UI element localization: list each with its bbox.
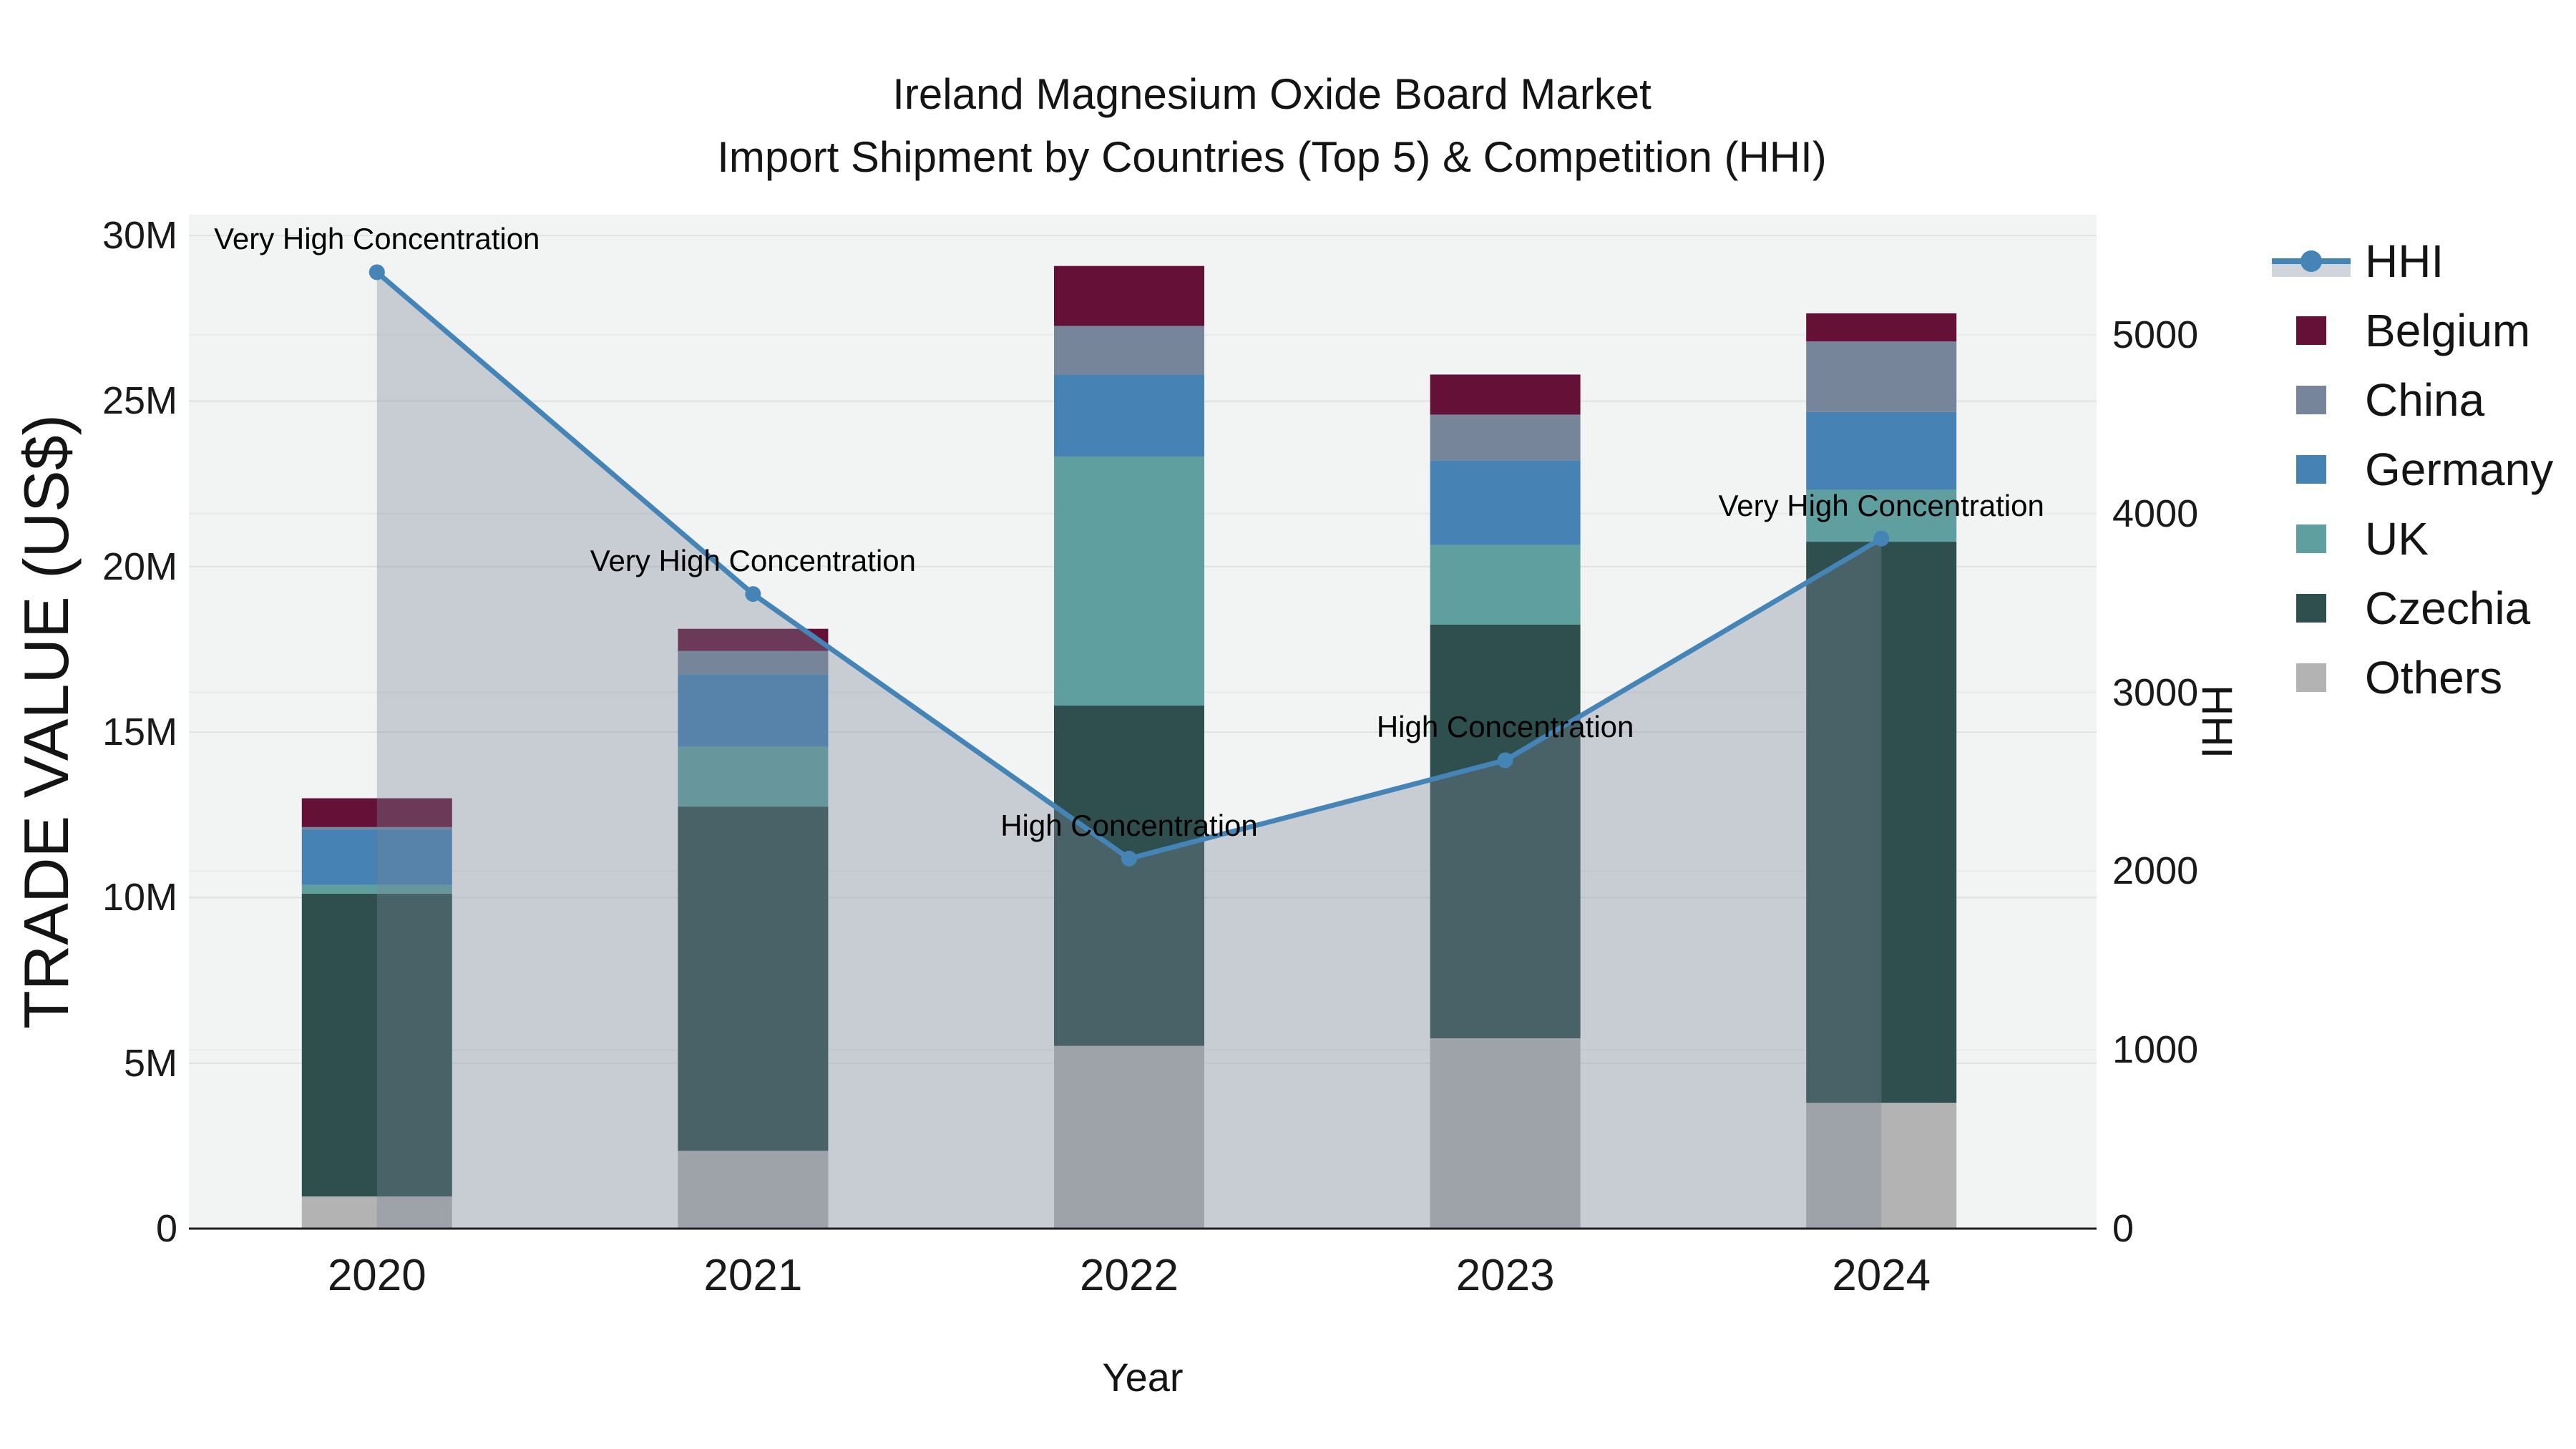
bar-segment-uk-2023 (1430, 545, 1581, 625)
bar-segment-china-2023 (1430, 414, 1581, 461)
legend-swatch-germany (2296, 454, 2326, 484)
bar-segment-germany-2022 (1054, 374, 1204, 457)
bar-segment-belgium-2022 (1054, 265, 1204, 326)
bar-segment-czechia-2022 (1054, 706, 1204, 1046)
y-right-tick-3000: 3000 (2112, 670, 2199, 714)
hhi-marker-2020 (369, 264, 385, 280)
bar-segment-others-2024 (1806, 1103, 1957, 1229)
annotation-2023: High Concentration (1376, 710, 1634, 744)
y-right-tick-0: 0 (2112, 1207, 2135, 1250)
bar-segment-uk-2022 (1054, 457, 1204, 706)
bar-segment-belgium-2021 (678, 628, 829, 651)
y-axis-title-right: HHI (2192, 684, 2241, 759)
x-tick-2022: 2022 (1080, 1251, 1179, 1300)
bar-segment-czechia-2024 (1806, 542, 1957, 1103)
y-left-tick-0: 0 (155, 1207, 177, 1250)
legend-swatch-others (2296, 663, 2326, 692)
annotation-2021: Very High Concentration (590, 544, 917, 578)
y-left-tick-20M: 20M (102, 545, 177, 588)
legend-item-germany[interactable]: Germany (2272, 434, 2553, 504)
bar-segment-germany-2020 (301, 829, 452, 885)
bar-segment-others-2022 (1054, 1045, 1204, 1229)
bar-segment-belgium-2024 (1806, 313, 1957, 342)
hhi-legend-glyph (2272, 240, 2351, 283)
x-tick-2023: 2023 (1455, 1251, 1555, 1300)
hhi-marker-swatch (2301, 250, 2322, 272)
bar-segment-others-2023 (1430, 1038, 1581, 1229)
legend-label: China (2365, 374, 2485, 426)
legend: HHI Belgium China Germany UK Czechia Others (2272, 226, 2553, 712)
x-axis-title: Year (1102, 1355, 1184, 1400)
bar-segment-uk-2020 (301, 884, 452, 894)
legend-swatch-belgium (2296, 316, 2326, 345)
legend-swatch-uk (2296, 524, 2326, 553)
bar-segment-others-2021 (678, 1151, 829, 1229)
chart-title-line2: Import Shipment by Countries (Top 5) & C… (717, 133, 1827, 181)
bar-segment-czechia-2020 (301, 893, 452, 1197)
legend-item-china[interactable]: China (2272, 365, 2553, 434)
annotation-2020: Very High Concentration (214, 222, 540, 256)
legend-item-belgium[interactable]: Belgium (2272, 296, 2553, 365)
bar-segment-china-2021 (678, 650, 829, 675)
bar-segment-germany-2024 (1806, 411, 1957, 490)
y-left-tick-5M: 5M (123, 1041, 177, 1085)
x-tick-2020: 2020 (327, 1251, 426, 1300)
hhi-marker-2021 (745, 586, 761, 602)
chart-title: Ireland Magnesium Oxide Board Market Imp… (0, 63, 2544, 189)
legend-item-hhi[interactable]: HHI (2272, 226, 2553, 296)
bar-segment-belgium-2020 (301, 798, 452, 827)
x-tick-2024: 2024 (1832, 1251, 1931, 1300)
legend-item-uk[interactable]: UK (2272, 504, 2553, 573)
y-right-tick-4000: 4000 (2112, 492, 2199, 535)
legend-label: UK (2365, 512, 2429, 565)
annotation-2024: Very High Concentration (1718, 488, 2044, 522)
bar-segment-belgium-2023 (1430, 374, 1581, 415)
bar-segment-germany-2021 (678, 674, 829, 747)
legend-swatch-czechia (2296, 593, 2326, 623)
bar-segment-china-2022 (1054, 326, 1204, 375)
bar-segment-china-2024 (1806, 341, 1957, 412)
y-left-tick-30M: 30M (102, 214, 177, 258)
y-right-tick-2000: 2000 (2112, 849, 2199, 893)
chart-title-line1: Ireland Magnesium Oxide Board Market (892, 70, 1652, 118)
bar-segment-czechia-2023 (1430, 624, 1581, 1038)
legend-label: Belgium (2365, 304, 2531, 356)
bar-segment-others-2020 (301, 1196, 452, 1229)
annotation-2022: High Concentration (1000, 808, 1258, 842)
bar-segment-china-2020 (301, 826, 452, 830)
hhi-marker-2022 (1121, 850, 1137, 867)
hhi-marker-2024 (1873, 530, 1890, 547)
y-right-tick-1000: 1000 (2112, 1028, 2199, 1072)
y-left-tick-15M: 15M (102, 711, 177, 754)
y-left-tick-10M: 10M (102, 876, 177, 919)
bar-segment-uk-2021 (678, 746, 829, 807)
bar-segment-germany-2023 (1430, 460, 1581, 545)
bar-segment-czechia-2021 (678, 806, 829, 1151)
legend-item-others[interactable]: Others (2272, 643, 2553, 712)
hhi-area-fill (376, 272, 1882, 1228)
legend-label: Germany (2365, 443, 2554, 495)
legend-label: Others (2365, 651, 2503, 703)
hhi-marker-2023 (1497, 752, 1513, 769)
legend-label: HHI (2365, 235, 2444, 287)
y-left-tick-25M: 25M (102, 379, 177, 423)
legend-item-czechia[interactable]: Czechia (2272, 573, 2553, 643)
y-right-tick-5000: 5000 (2112, 313, 2199, 356)
x-tick-2021: 2021 (703, 1251, 803, 1300)
legend-label: Czechia (2365, 582, 2531, 634)
legend-swatch-china (2296, 385, 2326, 414)
